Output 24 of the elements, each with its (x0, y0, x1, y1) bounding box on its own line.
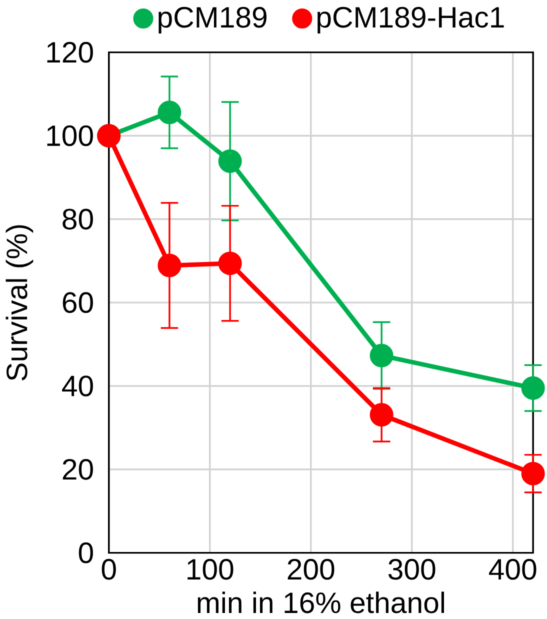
y-tick-label: 80 (62, 208, 93, 230)
y-axis-title: Survival (%) (6, 225, 33, 380)
y-tick-label: 0 (78, 542, 93, 564)
point (157, 100, 181, 124)
point (521, 462, 545, 486)
y-tick-label: 20 (62, 458, 93, 480)
x-tick-label: 0 (102, 558, 116, 580)
legend-label: pCM189 (158, 6, 266, 34)
x-tick-label: 300 (388, 558, 436, 580)
x-axis-title: min in 16% ethanol (198, 592, 444, 614)
x-tick-label: 200 (288, 558, 334, 580)
y-tick-label: 120 (47, 42, 93, 63)
y-tick-label: 60 (62, 292, 93, 313)
point (157, 254, 181, 278)
y-tick-label: 100 (47, 125, 93, 146)
point (370, 403, 394, 427)
point (521, 376, 545, 400)
point (218, 252, 242, 276)
y-tick-label: 40 (62, 376, 93, 396)
x-tick-label: 100 (187, 558, 234, 580)
point (218, 149, 242, 173)
point (370, 344, 394, 368)
x-tick-label: 400 (488, 558, 536, 580)
legend-label: pCM189-Hac1 (317, 6, 504, 34)
